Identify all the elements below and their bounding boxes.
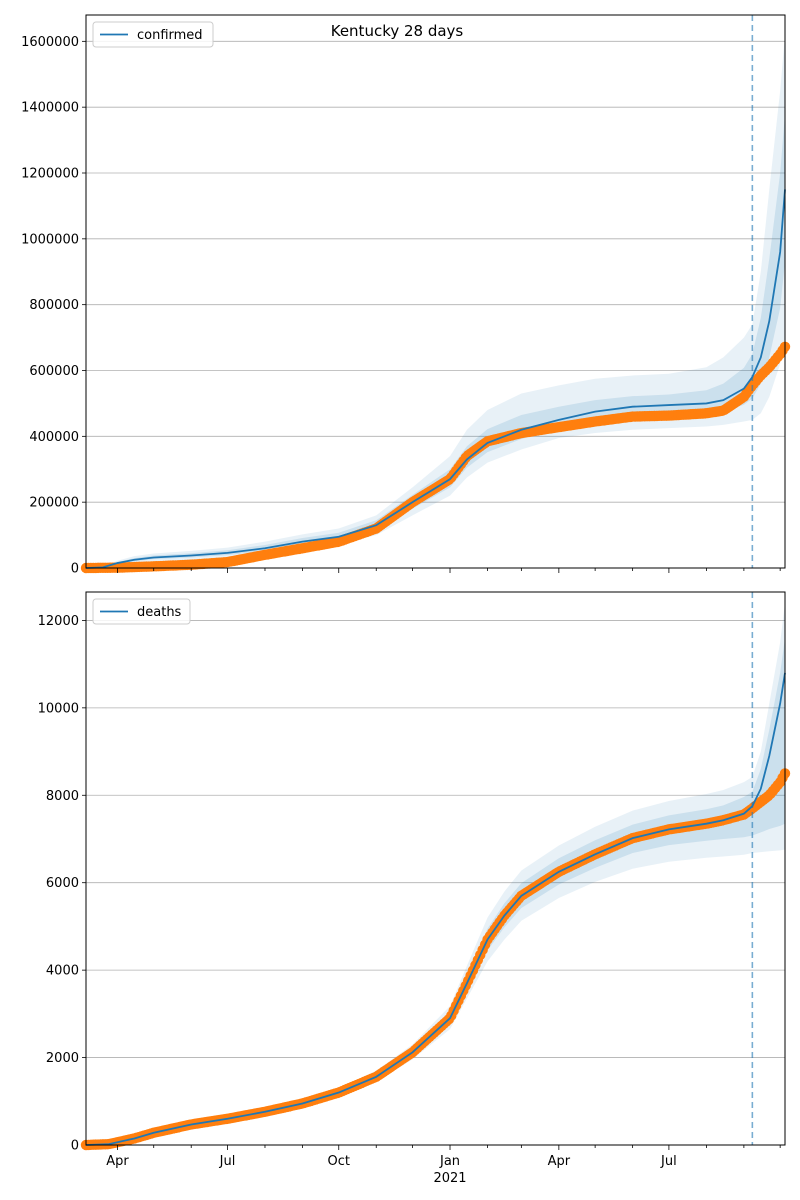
- y-tick-label: 0: [71, 562, 79, 577]
- x-tick-label: Oct: [328, 1154, 350, 1169]
- x-tick-label: Apr: [548, 1154, 571, 1169]
- y-tick-label: 1200000: [21, 167, 79, 182]
- y-tick-label: 2000: [46, 1051, 79, 1066]
- y-tick-label: 1000000: [21, 232, 79, 247]
- y-tick-label: 6000: [46, 876, 79, 891]
- model-line: [85, 672, 786, 1146]
- y-tick-label: 1400000: [21, 101, 79, 116]
- y-tick-label: 1600000: [21, 35, 79, 50]
- shared-x-axis: Apr Jul Oct Jan Apr Jul 2021: [106, 1154, 677, 1186]
- legend-box: [92, 598, 191, 625]
- y-tick-label: 8000: [46, 789, 79, 804]
- legend-label: confirmed: [137, 28, 203, 43]
- y-tick-label: 12000: [38, 614, 79, 629]
- deaths-panel: 0 2000 4000 6000 8000 10000 12000 deaths: [38, 591, 791, 1154]
- y-tick-label: 4000: [46, 964, 79, 979]
- model-line: [85, 189, 786, 569]
- x-year-label: 2021: [433, 1171, 466, 1186]
- chart-title: Kentucky 28 days: [331, 22, 464, 40]
- y-tick-label: 800000: [29, 298, 79, 313]
- legend-label: deaths: [137, 605, 182, 620]
- y-tick-label: 200000: [29, 496, 79, 511]
- legend-box: [92, 21, 214, 48]
- y-tick-label: 600000: [29, 364, 79, 379]
- x-tick-label: Jan: [439, 1154, 460, 1169]
- y-tick-label: 0: [71, 1139, 79, 1154]
- x-tick-label: Apr: [106, 1154, 129, 1169]
- confirmed-panel: 0 200000 400000 600000 800000 1000000 1200000 1…: [21, 14, 791, 577]
- axes-frame: [85, 14, 786, 569]
- y-tick-label: 10000: [38, 701, 79, 716]
- x-tick-label: Jul: [660, 1154, 677, 1169]
- x-tick-label: Jul: [219, 1154, 236, 1169]
- y-tick-label: 400000: [29, 430, 79, 445]
- axes-frame: [85, 591, 786, 1146]
